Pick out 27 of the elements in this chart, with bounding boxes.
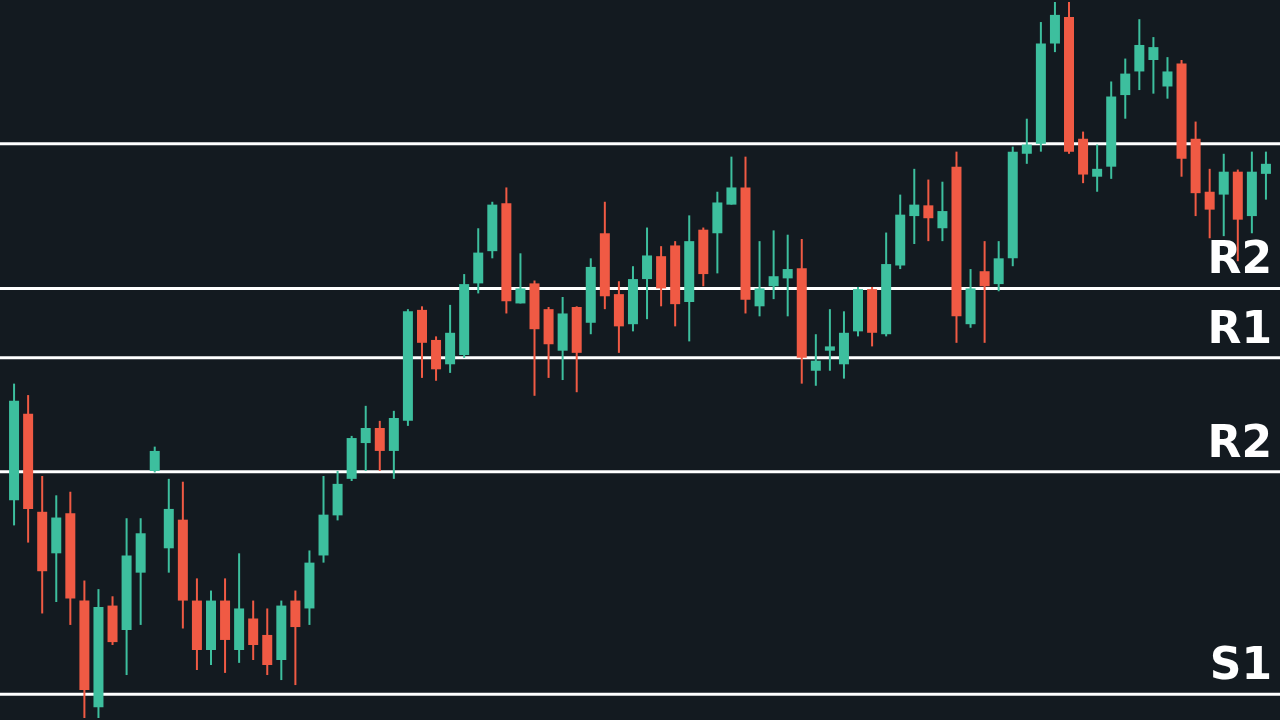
candlestick: [1218, 152, 1229, 238]
candlestick: [1092, 143, 1103, 193]
candlestick: [909, 167, 920, 246]
ref-line-label: R2: [1207, 232, 1272, 284]
candlestick: [1148, 36, 1159, 95]
candlestick: [1260, 150, 1271, 201]
ref-line-label: R2: [1207, 415, 1272, 467]
candlestick: [1120, 57, 1131, 120]
candlestick: [824, 308, 835, 372]
candlestick: [768, 229, 779, 301]
ref-line-label: S1: [1209, 638, 1272, 690]
candlestick: [923, 178, 934, 243]
candlestick: [642, 226, 653, 321]
candlestick: [726, 155, 737, 206]
candlestick: [810, 333, 821, 387]
candlestick: [979, 240, 990, 344]
candlestick: [1021, 117, 1032, 165]
candlestick: [360, 404, 371, 472]
candlestick: [1204, 167, 1215, 240]
candlestick: [1162, 56, 1173, 100]
candlestick: [149, 445, 160, 474]
candlestick: [754, 240, 765, 318]
ref-line-label: R1: [1207, 301, 1272, 353]
candlestick: [374, 419, 385, 472]
candlestick: [937, 180, 948, 243]
candlestick: [515, 252, 526, 305]
candlestick: [782, 233, 793, 318]
